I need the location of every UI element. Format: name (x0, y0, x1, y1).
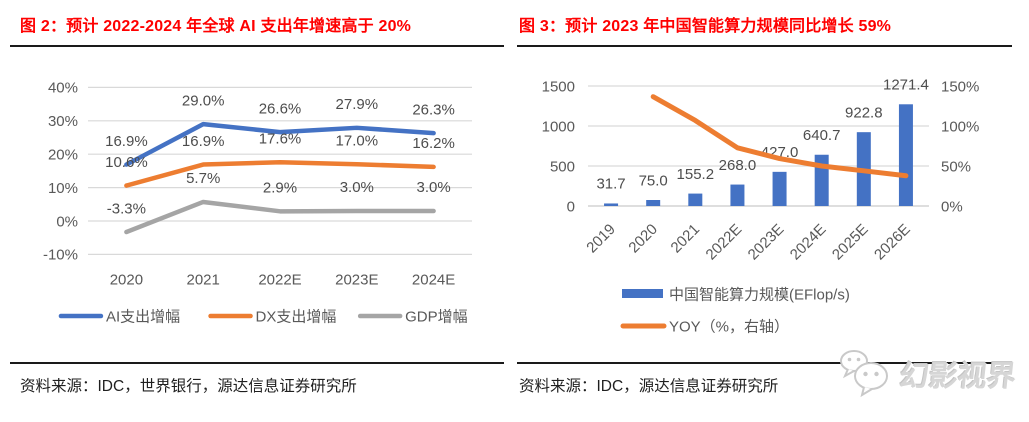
y-axis-tick: 0% (56, 213, 78, 230)
bar (814, 154, 829, 206)
figure3-title: 图 3：预计 2023 年中国智能算力规模同比增长 59% (519, 18, 892, 35)
x-axis-tick: 2022E (703, 221, 746, 264)
left-axis-tick: 0 (567, 198, 575, 215)
data-label: 17.0% (336, 132, 379, 149)
legend-marker-bar (622, 289, 663, 298)
data-label: 3.0% (340, 179, 374, 196)
figure3-bar-line-chart: 0 0% 500 50% 1000 100% 1500 150% 31.7 75.0 155.226… (542, 77, 980, 336)
bar-label: 922.8 (845, 104, 883, 121)
bar-label: 31.7 (596, 176, 625, 193)
bar (604, 203, 619, 206)
figure2-line-chart: 40% 30% 20% 10% 0% -10% 2020 2021 2022E 2023E 2024… (43, 80, 472, 325)
data-label: 16.9% (182, 133, 225, 150)
watermark: 幻影视界 (838, 346, 1018, 402)
x-axis-tick: 2024E (412, 271, 455, 288)
x-axis-tick: 2020 (110, 271, 143, 288)
wechat-icon (840, 350, 888, 398)
watermark-text: 幻影视界 (898, 361, 1018, 393)
bar (646, 200, 661, 206)
data-label: -3.3% (107, 200, 146, 217)
x-axis-tick: 2023E (745, 221, 788, 264)
data-label: 3.0% (416, 179, 450, 196)
x-axis-tick: 2021 (668, 221, 704, 257)
figure3-source: 资料来源：IDC，源达信息证券研究所 (519, 378, 779, 395)
legend-label: GDP增幅 (405, 308, 468, 325)
x-axis-tick: 2025E (829, 221, 872, 264)
x-axis-tick: 2024E (787, 221, 830, 264)
series-line-orange (124, 159, 436, 188)
data-label: 17.6% (259, 130, 302, 147)
bar (898, 104, 913, 206)
figure3-bottom-divider (517, 362, 1012, 364)
bar (730, 184, 745, 206)
series-line-gray (124, 199, 436, 235)
y-axis-tick: 20% (48, 146, 78, 163)
figure2-bottom-divider (10, 362, 504, 364)
x-axis-tick: 2026E (871, 221, 914, 264)
left-axis-tick: 500 (550, 158, 575, 175)
y-axis-tick: 10% (48, 180, 78, 197)
figure2-title: 图 2：预计 2022-2024 年全球 AI 支出年增速高于 20% (20, 18, 412, 35)
bar (688, 193, 703, 206)
x-axis-tick: 2023E (335, 271, 378, 288)
y-axis-tick: -10% (43, 247, 78, 264)
right-axis-tick: 100% (941, 118, 979, 135)
data-label: 10.6% (105, 154, 148, 171)
data-label: 29.0% (182, 92, 225, 109)
bar-label: 1271.4 (883, 77, 929, 94)
x-axis-tick: 2021 (187, 271, 220, 288)
x-axis-tick: 2022E (258, 271, 301, 288)
bar-label: 75.0 (639, 172, 668, 189)
legend-label: 中国智能算力规模(EFlop/s) (669, 285, 850, 303)
right-axis-tick: 0% (941, 198, 963, 215)
data-label: 26.6% (259, 100, 302, 117)
x-axis-tick: 2019 (583, 221, 619, 257)
bar (772, 171, 787, 206)
legend-label: YOY（%，右轴） (669, 318, 789, 335)
legend-label: DX支出增幅 (256, 308, 337, 325)
figure2-top-divider (10, 45, 504, 47)
left-axis-tick: 1000 (542, 118, 575, 135)
y-axis-tick: 30% (48, 113, 78, 130)
left-axis-tick: 1500 (542, 78, 575, 95)
figure2-source: 资料来源：IDC，世界银行，源达信息证券研究所 (20, 378, 357, 395)
data-label: 2.9% (263, 180, 297, 197)
bar-label: 155.2 (677, 166, 715, 183)
figure3-top-divider (517, 45, 1012, 47)
legend-label: AI支出增幅 (106, 308, 180, 325)
right-axis-tick: 50% (941, 158, 971, 175)
data-label: 26.3% (412, 101, 455, 118)
data-label: 16.2% (412, 135, 455, 152)
x-axis-tick: 2020 (625, 221, 661, 257)
bar-label: 640.7 (803, 127, 841, 144)
series-line-blue (124, 121, 436, 167)
yoy-line (650, 94, 909, 179)
data-label: 5.7% (186, 170, 220, 187)
bar-label: 268.0 (719, 157, 757, 174)
right-axis-tick: 150% (941, 78, 979, 95)
data-label: 27.9% (336, 96, 379, 113)
y-axis-tick: 40% (48, 80, 78, 97)
data-label: 16.9% (105, 133, 148, 150)
